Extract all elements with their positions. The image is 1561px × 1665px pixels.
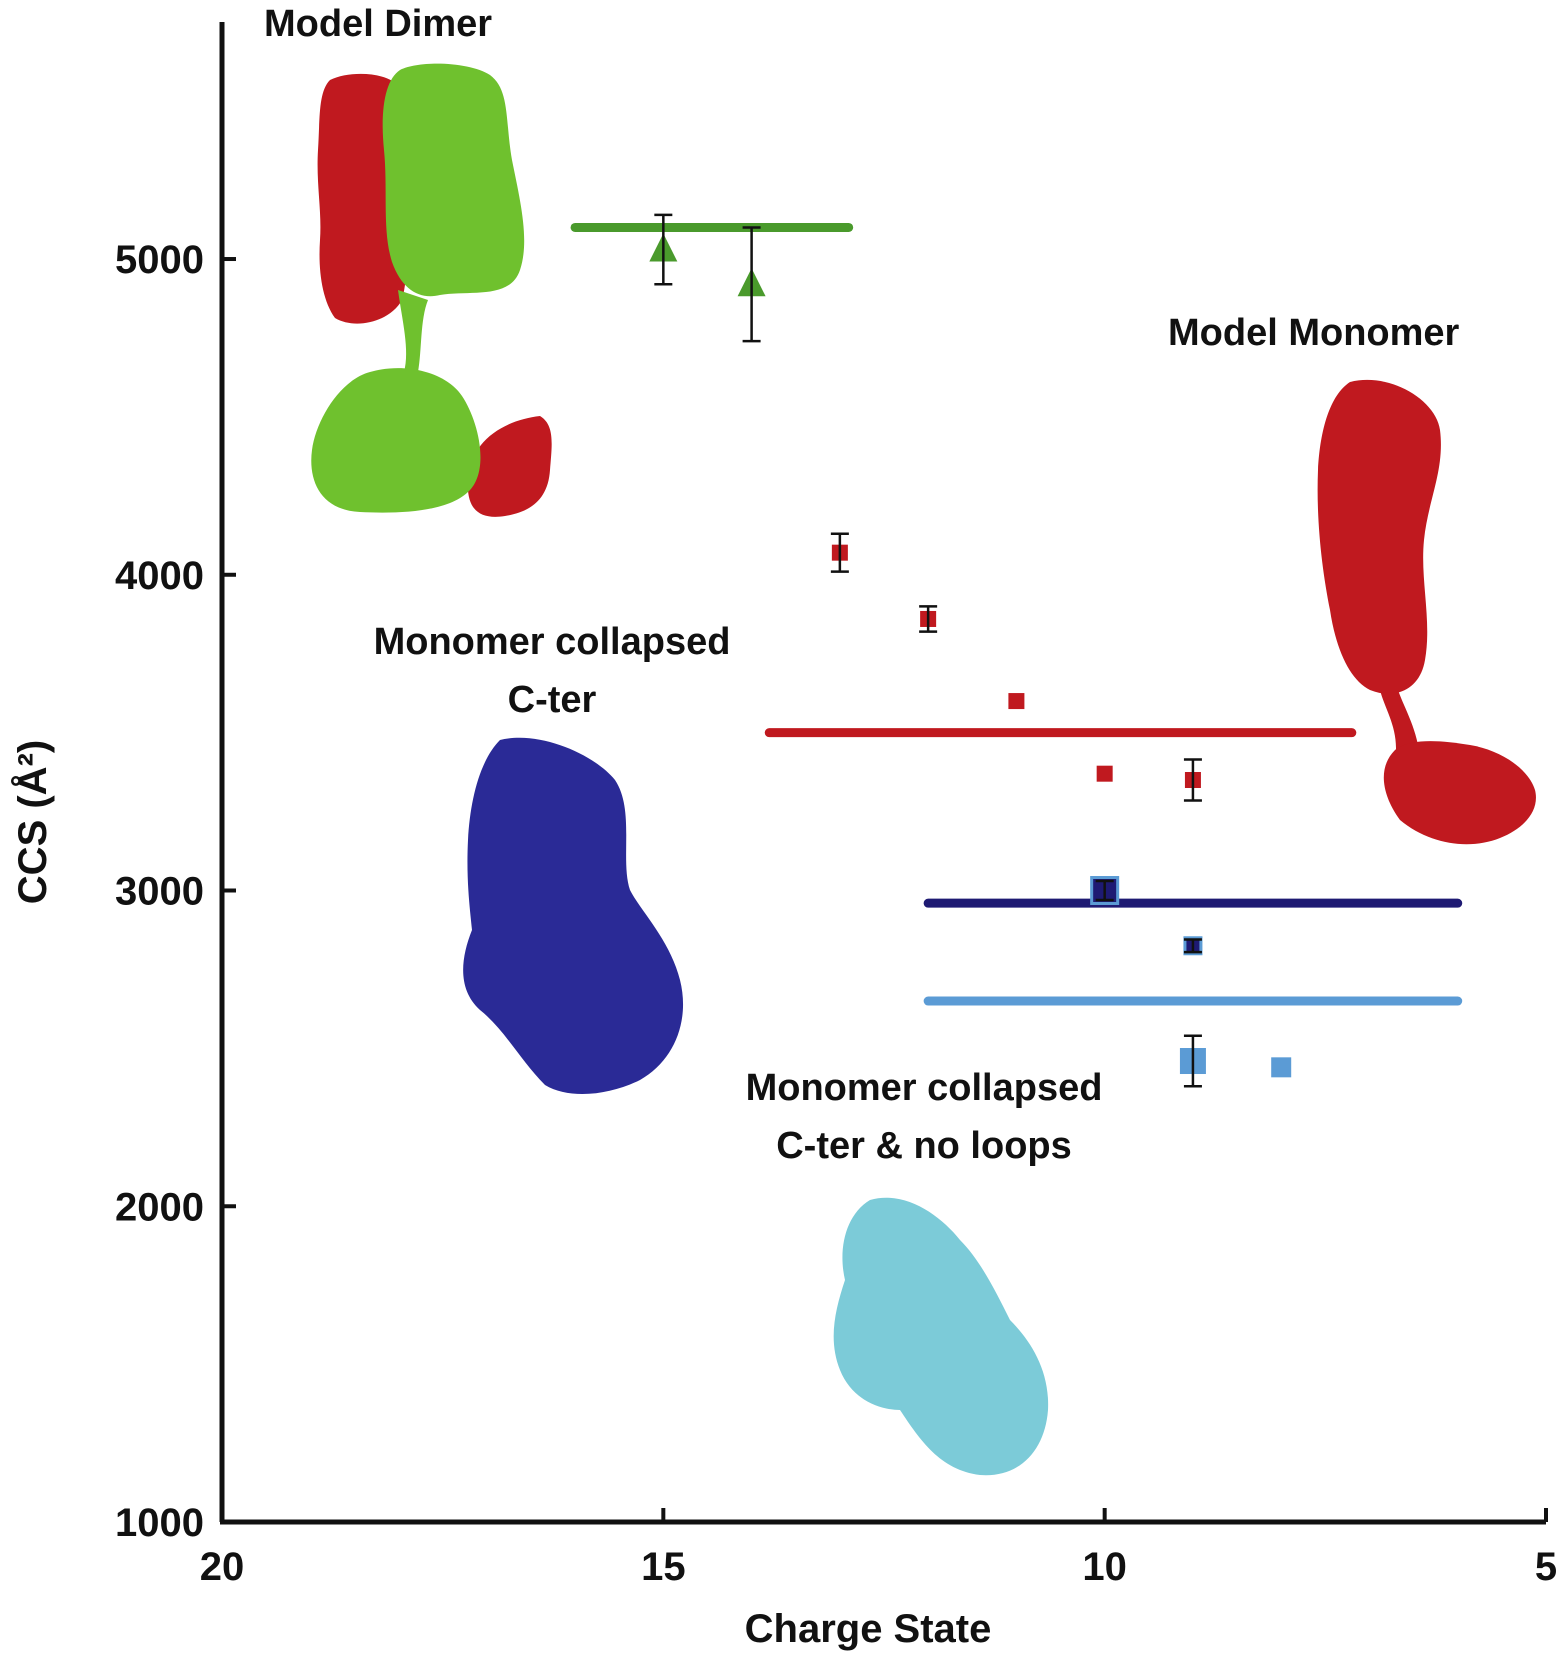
y-axis-ticks: 1000 2000 3000 4000 5000 bbox=[115, 238, 236, 1545]
x-tick-label: 10 bbox=[1082, 1545, 1127, 1589]
model-dimer-label: Model Dimer bbox=[264, 3, 492, 45]
y-tick-label: 1000 bbox=[115, 1501, 204, 1545]
model-monomer-structure-image bbox=[1317, 379, 1536, 845]
reference-lines bbox=[570, 222, 1463, 1006]
model-dimer-structure-image bbox=[311, 63, 552, 517]
monomer-collapsed-no-loops-label-line2: C-ter & no loops bbox=[776, 1125, 1072, 1167]
monomer-collapsed-structure-image bbox=[463, 737, 684, 1095]
data-point bbox=[1008, 693, 1025, 710]
data-point bbox=[1271, 1057, 1292, 1078]
data-point bbox=[1096, 765, 1113, 782]
x-tick-label: 5 bbox=[1535, 1545, 1557, 1589]
y-tick-label: 5000 bbox=[115, 238, 204, 282]
monomer-collapsed-no-loops-label-line1: Monomer collapsed bbox=[746, 1067, 1103, 1109]
monomer-collapsed-no-loops-structure-image bbox=[833, 1197, 1049, 1476]
y-axis-title: CCS (Å²) bbox=[10, 740, 55, 904]
y-tick-label: 3000 bbox=[115, 870, 204, 914]
y-tick-label: 2000 bbox=[115, 1185, 204, 1229]
data-marks bbox=[649, 213, 1292, 1088]
monomer-collapsed-label-line2: C-ter bbox=[508, 679, 597, 721]
x-axis-title: Charge State bbox=[745, 1607, 992, 1651]
y-tick-label: 4000 bbox=[115, 554, 204, 598]
x-axis-ticks: 20 15 10 5 bbox=[200, 1508, 1557, 1589]
x-tick-label: 15 bbox=[641, 1545, 686, 1589]
monomer-collapsed-label-line1: Monomer collapsed bbox=[374, 621, 731, 663]
x-tick-label: 20 bbox=[200, 1545, 245, 1589]
model-monomer-label: Model Monomer bbox=[1168, 312, 1460, 354]
